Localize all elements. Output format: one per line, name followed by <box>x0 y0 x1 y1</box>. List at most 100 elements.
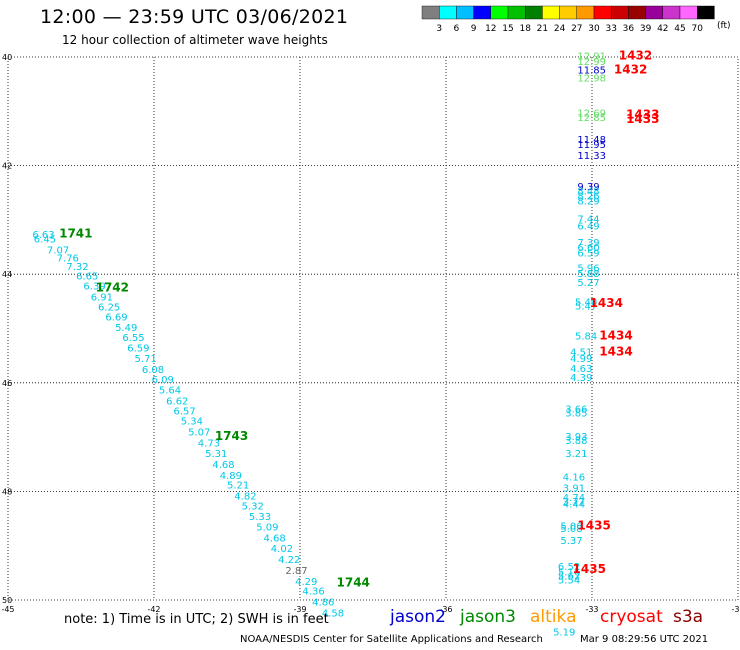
color-scale-swatch <box>456 5 474 20</box>
wave-height-value: 4.73 <box>198 438 220 449</box>
pass-time-label: 1435 <box>577 518 610 532</box>
pass-time-label: 1435 <box>573 562 606 576</box>
longitude-tick-label: -30 <box>731 605 740 614</box>
wave-height-value: 4.44 <box>563 500 585 511</box>
color-scale-swatch <box>507 5 526 20</box>
wave-height-value: 5.71 <box>135 354 157 365</box>
lat-lon-grid <box>8 57 738 600</box>
generated-timestamp: Mar 9 08:29:56 UTC 2021 <box>580 634 709 645</box>
wave-height-value: 5.49 <box>115 323 137 334</box>
wave-height-value: 6.60 <box>577 243 599 254</box>
color-scale-label: 39 <box>640 24 652 34</box>
longitude-tick-label: -45 <box>1 605 14 614</box>
wave-height-value: 4.86 <box>312 597 334 608</box>
wave-height-value: 5.06 <box>560 521 582 532</box>
wave-height-value: 5.21 <box>227 481 249 492</box>
wave-height-value: 5.19 <box>553 627 575 638</box>
color-scale-label: 12 <box>485 24 496 34</box>
wave-height-value: 7.32 <box>66 262 88 273</box>
wave-height-value: 6.25 <box>98 303 120 314</box>
legend-altika: altika <box>530 607 577 627</box>
wave-height-value: 5.27 <box>577 278 599 289</box>
color-scale-label: 30 <box>588 24 600 34</box>
wave-height-value: 7.39 <box>577 238 599 249</box>
color-scale-swatch <box>525 5 543 20</box>
wave-height-value: 5.47 <box>575 301 597 312</box>
wave-height-value: 4.36 <box>302 587 324 598</box>
color-scale-swatch <box>697 5 715 20</box>
wave-height-value: 4.29 <box>295 577 317 588</box>
pass-time-label: 1434 <box>599 328 632 342</box>
wave-height-value: 6.69 <box>105 312 127 323</box>
wave-height-value: 6.62 <box>166 397 188 408</box>
pass-time-label: 1434 <box>590 296 623 310</box>
wave-height-value: 5.08 <box>560 524 582 535</box>
axis-tick-labels: -45 -42 -39 -36 -33 -30 40 42 44 46 48 50 <box>1 53 740 614</box>
wave-height-value: 2.87 <box>285 566 307 577</box>
credit-text: NOAA/NESDIS Center for Satellite Applica… <box>240 634 543 645</box>
wave-height-value: 4.68 <box>212 460 234 471</box>
units-note: note: 1) Time is in UTC; 2) SWH is in fe… <box>64 612 329 627</box>
wave-height-value: 4.82 <box>234 492 256 503</box>
pass-time-label: 1741 <box>59 226 92 240</box>
wave-height-value: 4.99 <box>570 354 592 365</box>
wave-height-value: 5.31 <box>205 449 227 460</box>
longitude-tick-label: -42 <box>147 605 160 614</box>
color-scale-swatch <box>473 5 492 20</box>
pass-time-label: 1743 <box>215 429 248 443</box>
wave-height-value: 5.40 <box>575 298 597 309</box>
wave-height-value: 8.26 <box>577 191 599 202</box>
latitude-tick-label: 50 <box>2 596 12 605</box>
latitude-tick-label: 42 <box>2 162 12 171</box>
longitude-tick-label: -36 <box>439 605 452 614</box>
wave-height-value: 6.55 <box>122 333 144 344</box>
wave-height-value: 3.21 <box>565 449 587 460</box>
wave-height-value: 5.32 <box>242 501 264 512</box>
wave-height-value: 5.34 <box>181 417 203 428</box>
wave-height-value: 3.91 <box>563 483 585 494</box>
wave-height-value: 4.16 <box>563 473 585 484</box>
legend-cryosat: cryosat <box>600 607 663 627</box>
wave-height-value: 3.66 <box>565 405 587 416</box>
latitude-tick-label: 48 <box>2 487 12 496</box>
color-scale-bar: 3 6 9 12 15 18 21 24 27 30 33 36 39 42 45 70 <box>421 5 715 34</box>
color-scale-swatch <box>645 5 663 20</box>
wave-height-value: 12.91 <box>577 52 606 63</box>
wave-height-value: 6.59 <box>127 343 149 354</box>
wave-height-value: 4.74 <box>563 493 585 504</box>
wave-height-value: 6.52 <box>558 562 580 573</box>
color-scale-label: 45 <box>674 24 685 34</box>
wave-height-value: 12.69 <box>577 109 606 120</box>
color-scale-label: 70 <box>691 24 703 34</box>
wave-height-value: 8.29 <box>577 197 599 208</box>
pass-time-label: 1432 <box>614 62 647 76</box>
wave-height-observations: 6.636.457.077.767.326.656.396.916.256.69… <box>32 52 606 639</box>
wave-height-value: 5.64 <box>159 386 181 397</box>
wave-height-value: 6.49 <box>577 222 599 233</box>
legend-jason2: jason2 <box>390 607 446 627</box>
wave-height-value: 3.77 <box>563 497 585 508</box>
wave-height-value: 7.44 <box>577 215 599 226</box>
wave-height-value: 5.09 <box>256 522 278 533</box>
wave-height-value: 6.63 <box>32 230 54 241</box>
pass-time-label: 1434 <box>599 345 632 359</box>
pass-time-label: 1742 <box>96 281 129 295</box>
color-scale-swatch <box>628 5 646 20</box>
wave-height-value: 4.02 <box>271 544 293 555</box>
wave-height-value: 8.48 <box>577 186 599 197</box>
longitude-tick-label: -33 <box>585 605 598 614</box>
map-border <box>7 56 739 601</box>
pass-time-label: 1744 <box>337 575 370 589</box>
wave-height-value: 4.89 <box>220 471 242 482</box>
wave-height-value: 5.16 <box>558 568 580 579</box>
wave-height-value: 12.85 <box>577 113 606 124</box>
wave-height-value: 3.88 <box>565 436 587 447</box>
wave-height-value: 4.22 <box>278 555 300 566</box>
wave-height-value: 11.85 <box>577 65 606 76</box>
legend-s3a: s3a <box>673 607 704 627</box>
wave-height-value: 6.91 <box>91 292 113 303</box>
color-scale-label: 18 <box>519 24 531 34</box>
latitude-tick-label: 44 <box>2 270 12 279</box>
color-scale-label: 9 <box>471 24 477 34</box>
